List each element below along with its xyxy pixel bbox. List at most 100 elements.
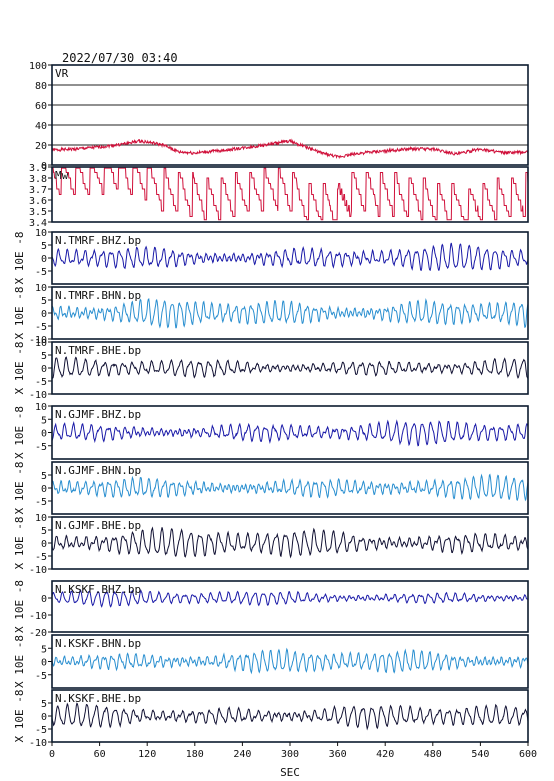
x-tick-label: 360 [329,749,347,760]
y-tick-label: 10 [35,338,47,349]
x-tick-label: 0 [49,749,55,760]
y-tick-label: 0 [41,429,47,440]
panel-vr: 0 20 40 60 80 100 VR [29,61,529,172]
panel-frame [51,516,529,570]
panel-tmrf-bhz: -5 0 5 10 X 10E -8 N.TMRF.BHZ.bp [13,228,529,285]
y-axis-label: X 10E -8 [13,406,26,459]
panel-label: N.TMRF.BHE.bp [55,344,141,357]
series-line-tmrf-bhn [51,297,529,329]
panel-mw: 3.43.53.63.73.83.9 Mw [29,163,529,229]
y-axis-label: X 10E -8 [13,232,26,285]
panel-tmrf-bhn: -10 -5 0 5 10 X 10E -8 N.TMRF.BHN.bp [13,283,529,346]
panels-group: 020406080100VR3.43.53.63.73.83.9Mw-50510… [13,61,529,749]
y-tick-label: 5 [41,241,47,252]
panel-frame [51,166,529,223]
x-tick-label: 120 [138,749,156,760]
panel-label: N.KSKF.BHZ.bp [55,583,141,596]
panel-gjmf-bhe: -10 -5 0 5 10 X 10E -8 N.GJMF.BHE.bp [13,513,529,576]
y-tick-label: 3.9 [29,163,47,174]
panel-label: Mw [55,169,69,182]
y-axis-label: X 10E -8 [13,635,26,688]
panel-frame [51,231,529,285]
y-tick-label: 0 [41,161,47,172]
panel-label: N.GJMF.BHE.bp [55,519,141,532]
panel-gjmf-bhz: -5 0 5 10 X 10E -8 N.GJMF.BHZ.bp [13,402,529,460]
series-line-kskf-bhe [51,702,529,731]
y-tick-label: -10 [29,738,47,749]
y-tick-label: 0 [41,594,47,605]
panel-frame [51,580,529,633]
panel-label: VR [55,67,69,80]
y-tick-label: 3.7 [29,185,47,196]
y-axis-label: X 10E -8 [13,580,26,633]
panel-label: N.GJMF.BHN.bp [55,464,141,477]
y-tick-label: 40 [35,121,47,132]
x-axis: 0 60 120 180 240 300 360 420 480 540 600 [49,742,537,760]
x-tick-label: 180 [186,749,204,760]
x-tick-label: 480 [424,749,442,760]
x-tick-label: 600 [519,749,537,760]
series-line-kskf-bhn [51,647,529,675]
y-tick-label: 20 [35,141,47,152]
y-tick-label: 0 [41,712,47,723]
y-axis-label: X 10E -8 [13,287,26,340]
y-axis-label: X 10E -8 [13,690,26,743]
y-tick-label: -5 [35,267,47,278]
y-tick-label: 10 [35,283,47,294]
y-tick-label: -10 [29,611,47,622]
panel-frame [51,461,529,515]
series-line-gjmf-bhe [51,526,529,559]
y-tick-label: 10 [35,228,47,239]
panel-frame [51,405,529,460]
y-tick-label: 100 [29,61,47,72]
y-tick-label: -10 [29,390,47,401]
panel-frame [51,64,529,166]
panel-kskf-bhz: -20 -10 0 X 10E -8 N.KSKF.BHZ.bp [13,580,529,639]
y-tick-label: 5 [41,644,47,655]
y-tick-label: 0 [41,484,47,495]
series-line-tmrf-bhe [51,356,529,380]
panel-frame [51,341,529,395]
y-axis-label: X 10E -8 [13,462,26,515]
series-line-gjmf-bhz [51,419,529,447]
panel-label: N.KSKF.BHE.bp [55,692,141,705]
x-tick-label: 300 [281,749,299,760]
y-axis-label: X 10E -8 [13,517,26,570]
y-tick-label: -10 [29,565,47,576]
y-axis-label: X 10E -8 [13,342,26,395]
x-tick-label: 420 [376,749,394,760]
y-tick-label: 3.4 [29,218,47,229]
y-tick-label: -5 [35,725,47,736]
y-tick-label: 60 [35,101,47,112]
panel-kskf-bhn: -5 0 5 X 10E -8 N.KSKF.BHN.bp [13,634,529,689]
series-line-gjmf-bhn [51,473,529,502]
series-line-tmrf-bhz [51,242,529,272]
series-line-kskf-bhz [51,589,529,608]
y-tick-label: -5 [35,671,47,682]
x-tick-label: 240 [233,749,251,760]
y-tick-label: 0 [41,539,47,550]
y-tick-label: 5 [41,415,47,426]
y-tick-label: 10 [35,513,47,524]
y-tick-label: 5 [41,296,47,307]
series-line-vr [51,138,529,160]
y-tick-label: -5 [35,322,47,333]
y-tick-label: 5 [41,699,47,710]
y-tick-label: -5 [35,442,47,453]
x-axis-label: SEC [280,766,300,779]
panel-label: N.TMRF.BHZ.bp [55,234,141,247]
x-tick-label: 60 [94,749,106,760]
panel-frame [51,634,529,689]
y-tick-label: 3.6 [29,196,47,207]
y-tick-label: 3.5 [29,207,47,218]
y-tick-label: -5 [35,377,47,388]
series-line-mw [52,167,529,221]
y-tick-label: 0 [41,309,47,320]
y-tick-label: 0 [41,364,47,375]
panel-label: N.TMRF.BHN.bp [55,289,141,302]
panel-gjmf-bhn: -5 0 5 X 10E -8 N.GJMF.BHN.bp [13,461,529,515]
panel-tmrf-bhe: -10 -5 0 5 10 X 10E -8 N.TMRF.BHE.bp [13,338,529,401]
x-tick-label: 540 [471,749,489,760]
panel-label: N.KSKF.BHN.bp [55,637,141,650]
